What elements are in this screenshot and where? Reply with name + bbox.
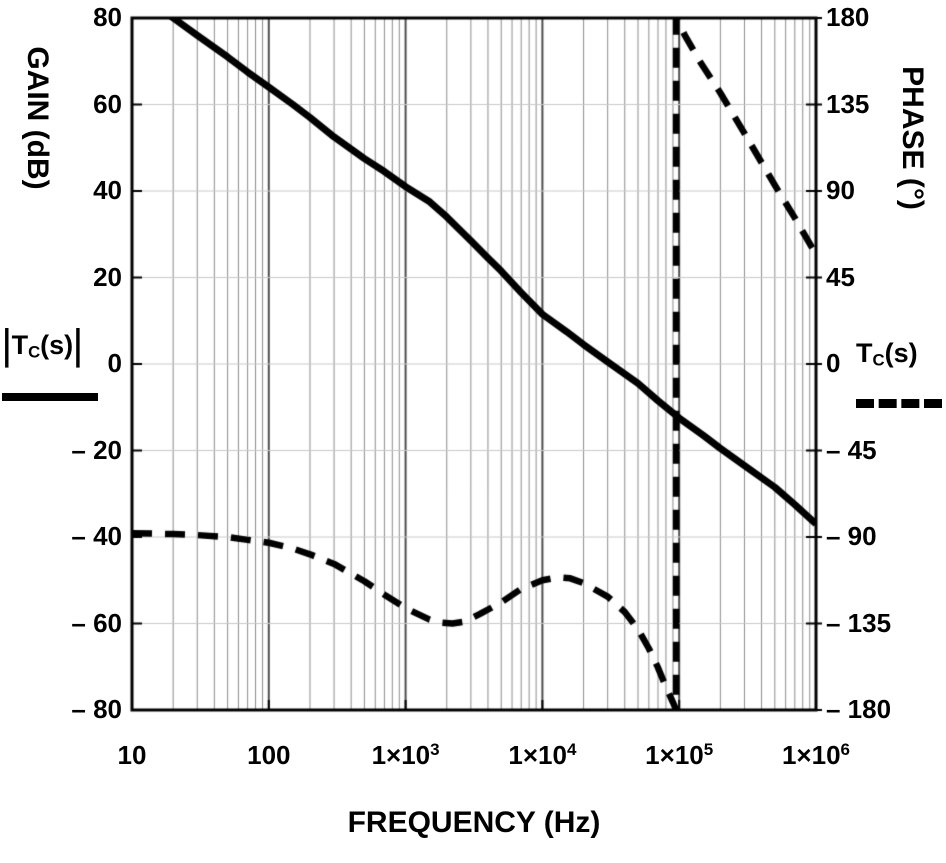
frequency-axis-ticks: 10 100 1×10 3 1×10 4 1×10 5 1×10 6 <box>118 740 850 771</box>
gain-axis-ticks: 80 60 40 20 0 – 20 – 40 – 60 – 80 <box>28 2 122 726</box>
tick-base: 10 <box>117 740 147 770</box>
tick-exponent: 5 <box>703 740 714 759</box>
gain-tick-label: – 20 <box>71 434 122 465</box>
tick-exponent: 6 <box>840 740 851 759</box>
frequency-axis-title: FREQUENCY (Hz) <box>347 806 601 839</box>
phase-tick-label: 90 <box>826 175 855 205</box>
legend-subscript-c: C <box>28 342 41 362</box>
legend-phase: TC(s) <box>856 338 946 408</box>
solid-line-sample-icon <box>2 392 98 401</box>
abs-bar-icon: | <box>74 321 82 368</box>
phase-tick-label: 45 <box>826 261 855 292</box>
gain-tick-label: – 40 <box>71 521 122 551</box>
gain-tick-label: 20 <box>93 261 122 292</box>
phase-tick-label: 0 <box>826 348 841 378</box>
gain-tick-label: – 60 <box>71 607 122 638</box>
tick-exponent: 3 <box>430 740 440 759</box>
phase-tick-label: – 180 <box>826 694 892 724</box>
tick-base: 1×10 <box>781 740 841 770</box>
legend-subscript-c: C <box>872 350 885 370</box>
phase-tick-label: – 135 <box>826 607 892 638</box>
phase-axis-ticks: 180 135 90 45 0 – 45 – 90 – 135 – 180 <box>826 2 938 726</box>
gain-tick-label: 0 <box>107 348 122 378</box>
phase-tick-label: 135 <box>826 88 870 119</box>
legend-phase-label: TC(s) <box>856 338 946 371</box>
legend-symbol-t: T <box>856 338 873 368</box>
legend-gain: |TC(s)| <box>2 321 128 401</box>
gain-tick-label: 60 <box>93 88 122 119</box>
legend-symbol-t: T <box>11 330 29 360</box>
phase-tick-label: – 45 <box>826 434 877 465</box>
gain-tick-label: – 80 <box>71 694 122 724</box>
legend-symbol-s: (s) <box>884 338 918 368</box>
tick-base: 100 <box>247 740 291 770</box>
dashed-line-sample-icon <box>856 398 942 408</box>
abs-bar-icon: | <box>3 321 11 368</box>
tick-base: 1×10 <box>645 740 704 770</box>
phase-tick-label: 180 <box>826 2 870 32</box>
tick-exponent: 4 <box>566 740 577 759</box>
legend-gain-label: |TC(s)| <box>2 321 128 368</box>
tick-base: 1×10 <box>371 740 431 770</box>
gain-tick-label: 80 <box>93 2 122 32</box>
legend-symbol-s: (s) <box>40 330 74 360</box>
tick-base: 1×10 <box>508 740 567 770</box>
gain-tick-label: 40 <box>93 175 122 205</box>
phase-tick-label: – 90 <box>826 521 877 551</box>
